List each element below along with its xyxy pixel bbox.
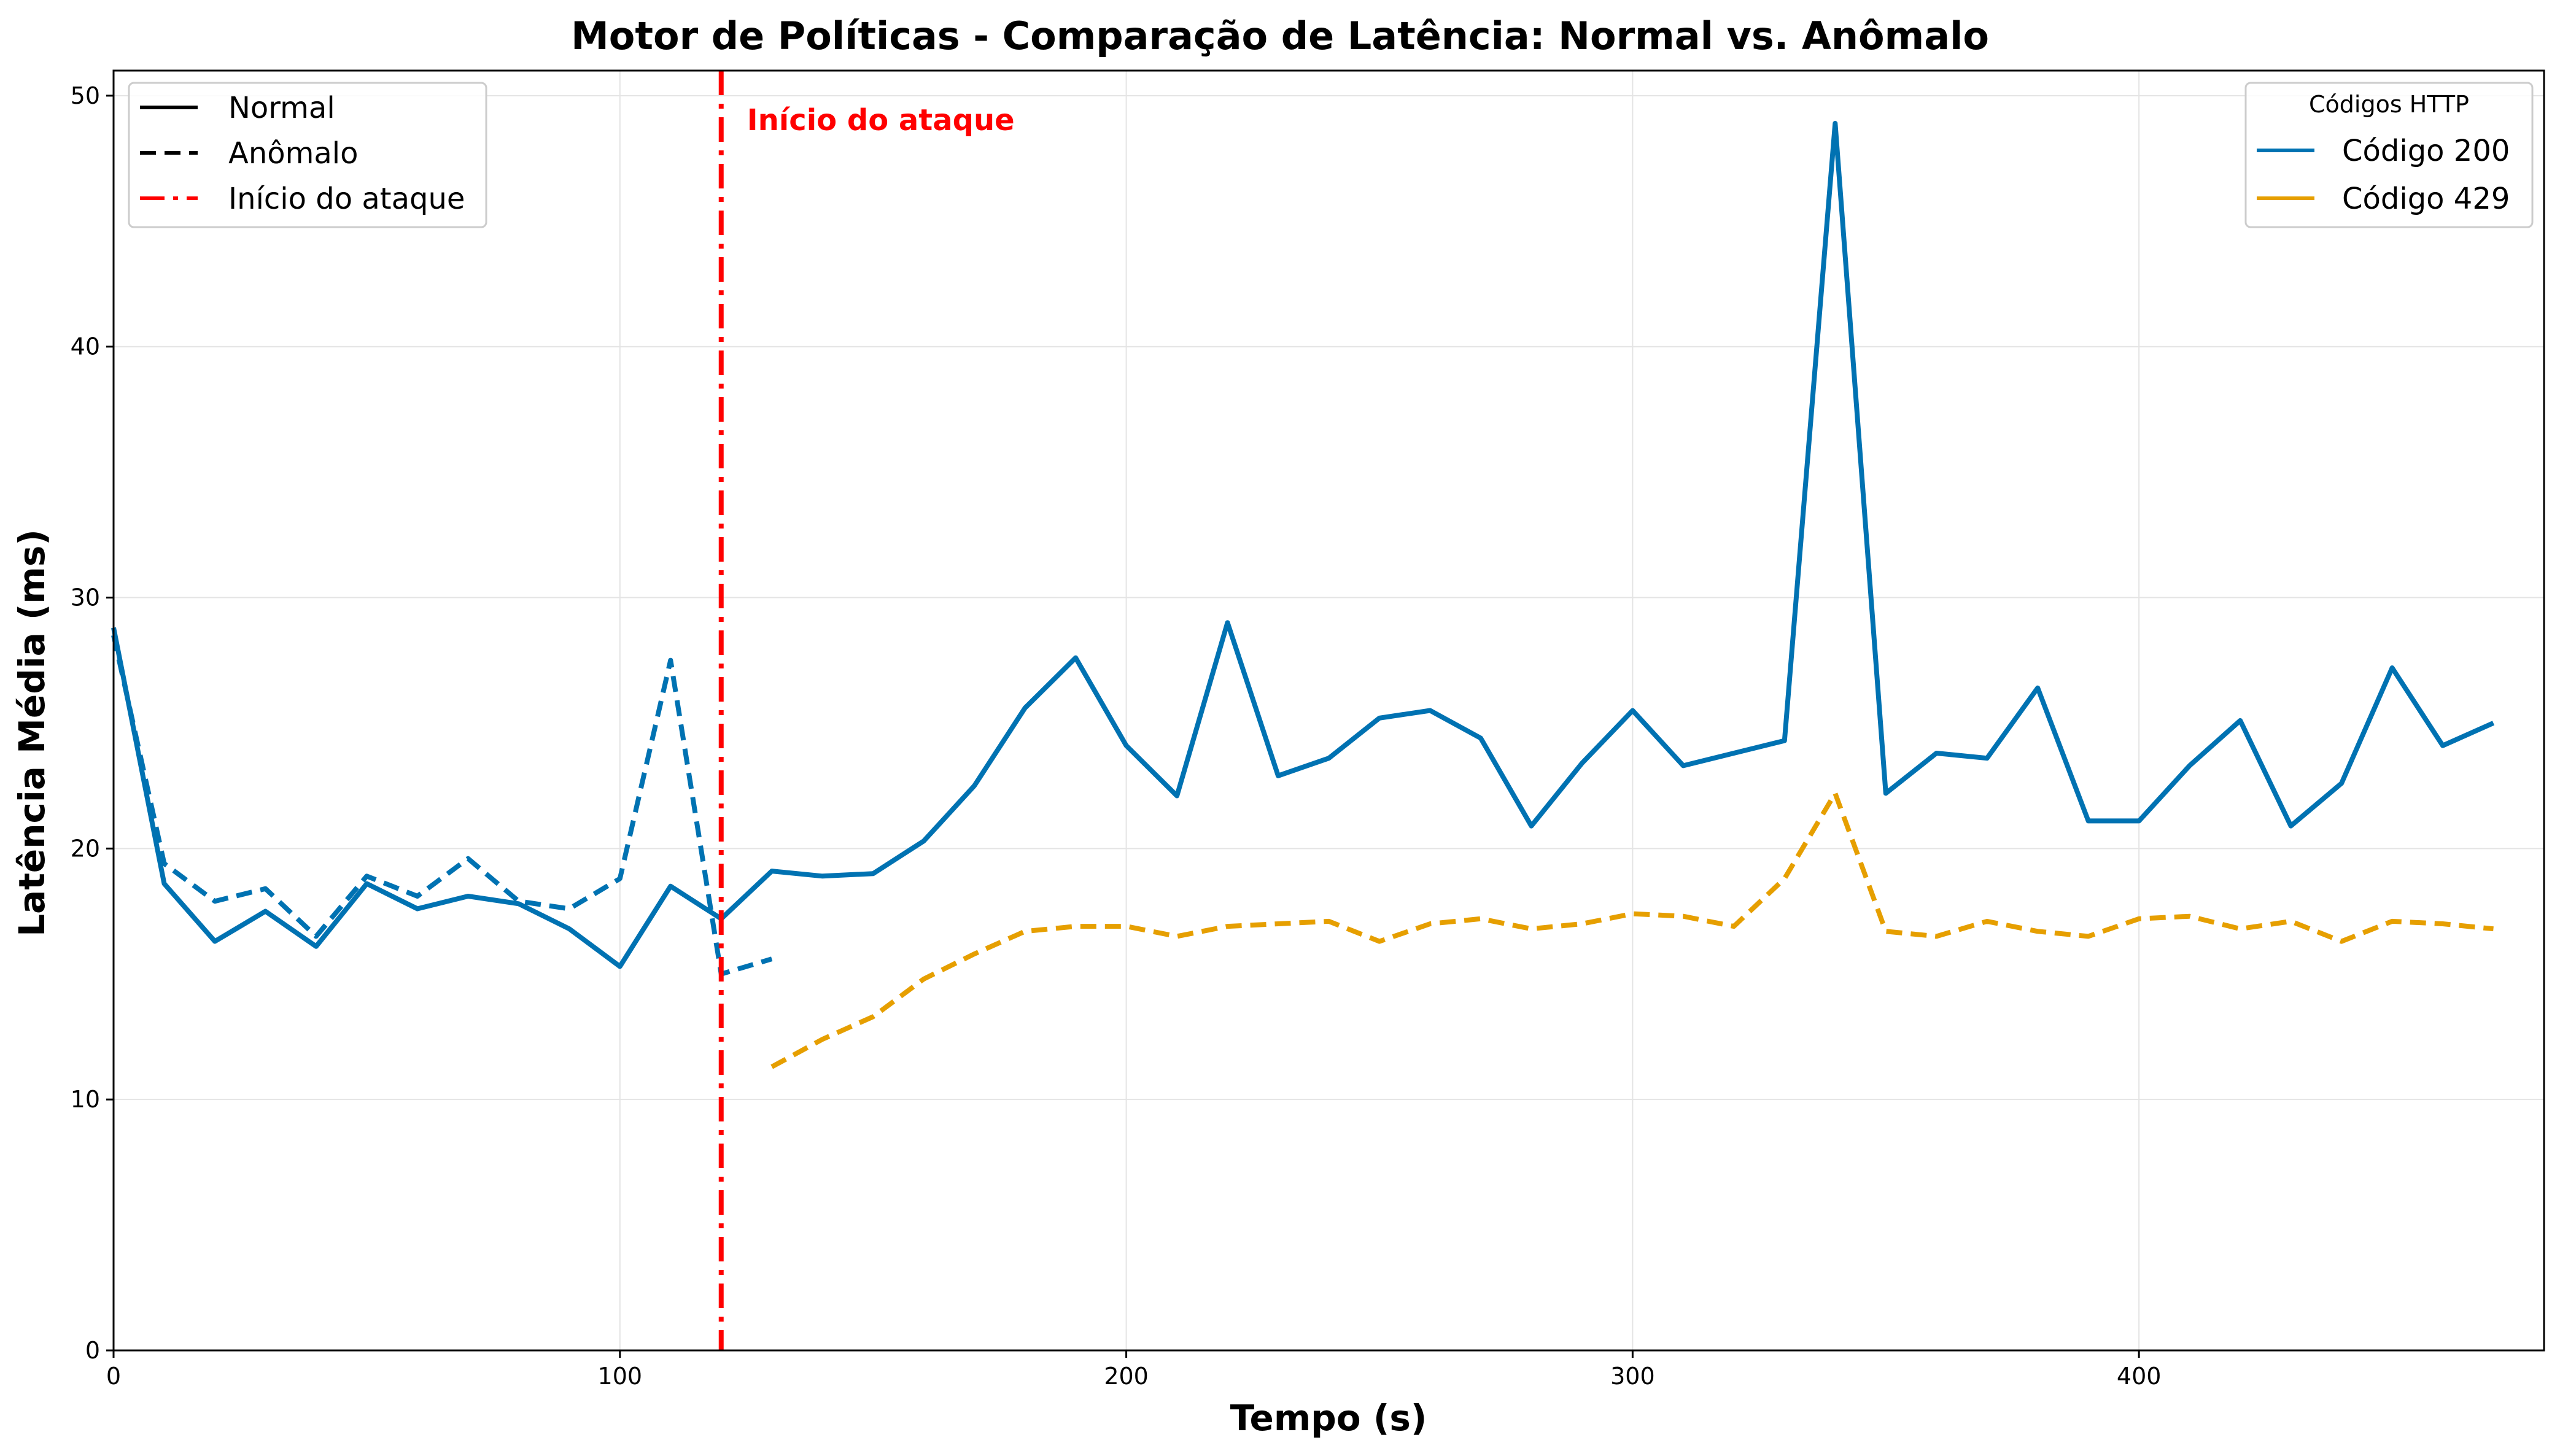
y-tick-label: 40 bbox=[71, 333, 100, 360]
chart-title: Motor de Políticas - Comparação de Latên… bbox=[571, 14, 1989, 58]
legend-label: Código 429 bbox=[2342, 182, 2510, 216]
legend-box-left bbox=[128, 82, 487, 228]
legend-title: Códigos HTTP bbox=[2309, 91, 2469, 118]
y-tick-label: 50 bbox=[71, 82, 100, 109]
x-tick-label: 300 bbox=[1610, 1363, 1655, 1390]
y-axis-label: Latência Média (ms) bbox=[11, 529, 53, 937]
y-tick-label: 10 bbox=[71, 1086, 100, 1113]
legend-label: Código 200 bbox=[2342, 134, 2510, 168]
series-line-1 bbox=[111, 120, 2495, 969]
series-line-3 bbox=[770, 791, 2494, 1069]
legend-box-right bbox=[2244, 82, 2534, 228]
legend-line-styles: Normal Anômalo Início do ataque bbox=[128, 82, 487, 228]
attack-marker: Início do ataque bbox=[718, 71, 1015, 1350]
plot-frame bbox=[112, 69, 2545, 1352]
legend-label: Anômalo bbox=[228, 136, 359, 171]
legend-http-codes: Códigos HTTP Código 200 Código 429 bbox=[2244, 82, 2534, 228]
x-tick-label: 0 bbox=[106, 1363, 121, 1390]
legend-label: Início do ataque bbox=[228, 182, 465, 216]
y-tick-label: 0 bbox=[85, 1337, 100, 1364]
legend-label: Normal bbox=[228, 91, 335, 125]
grid-lines bbox=[113, 71, 2544, 1351]
y-tick-label: 20 bbox=[71, 835, 100, 862]
y-tick-label: 30 bbox=[71, 584, 100, 611]
x-tick-label: 100 bbox=[598, 1363, 643, 1390]
x-tick-label: 400 bbox=[2117, 1363, 2162, 1390]
series-line-2 bbox=[111, 635, 773, 977]
axis-ticks: 0 100 200 300 400 0 10 20 30 40 50 bbox=[71, 82, 2162, 1390]
attack-start-annotation: Início do ataque bbox=[747, 103, 1015, 137]
x-axis-label: Tempo (s) bbox=[1230, 1397, 1427, 1439]
x-tick-label: 200 bbox=[1104, 1363, 1149, 1390]
data-series bbox=[111, 120, 2495, 1069]
